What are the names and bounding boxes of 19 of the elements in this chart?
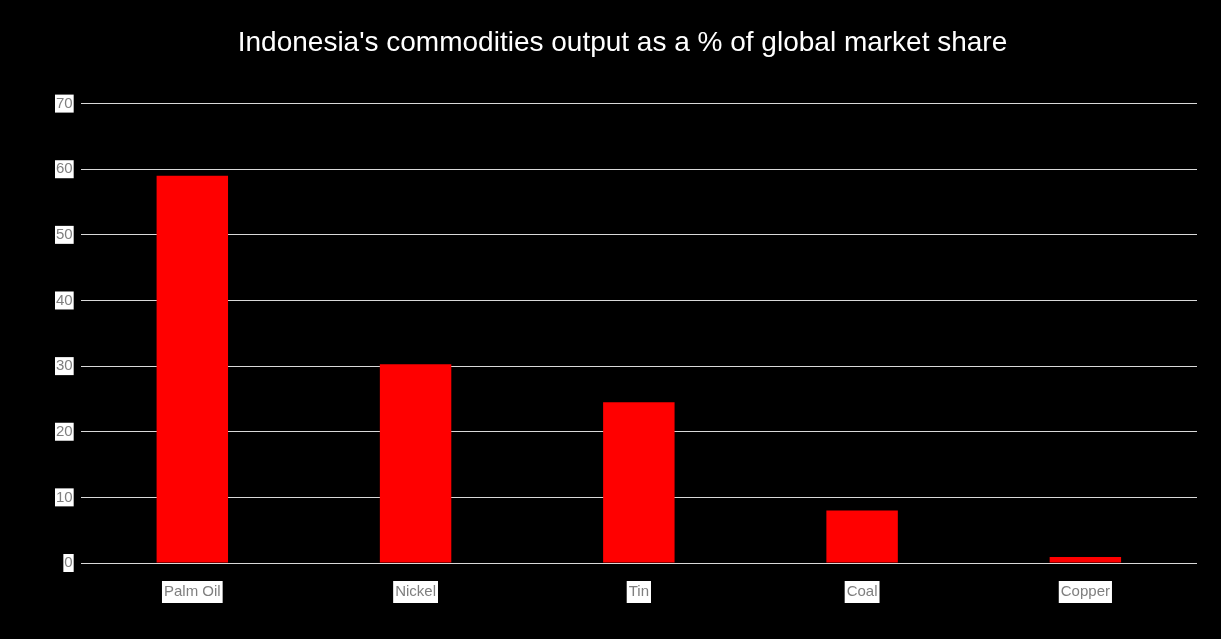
- bar: [826, 510, 898, 563]
- y-tick-label: 0: [64, 553, 73, 571]
- y-tick-label: 70: [56, 93, 73, 111]
- x-tick-label: Copper: [1060, 582, 1110, 600]
- bar: [603, 402, 675, 563]
- x-tick-label: Coal: [846, 582, 878, 600]
- x-tick-label: Nickel: [395, 582, 436, 600]
- y-tick-label: 40: [56, 290, 73, 308]
- bar: [1049, 557, 1122, 563]
- x-tick-label: Tin: [628, 582, 649, 600]
- y-tick-label: 20: [56, 421, 73, 439]
- y-tick-label: 50: [56, 225, 73, 242]
- chart-title: Indonesia's commodities output as a % of global market share: [237, 25, 1008, 57]
- y-tick-label: 10: [56, 487, 73, 505]
- bar: [156, 175, 229, 563]
- bar: [379, 364, 452, 563]
- y-tick-label: 60: [56, 159, 73, 177]
- x-tick-label: Palm Oil: [163, 582, 221, 600]
- y-tick-label: 30: [56, 356, 73, 374]
